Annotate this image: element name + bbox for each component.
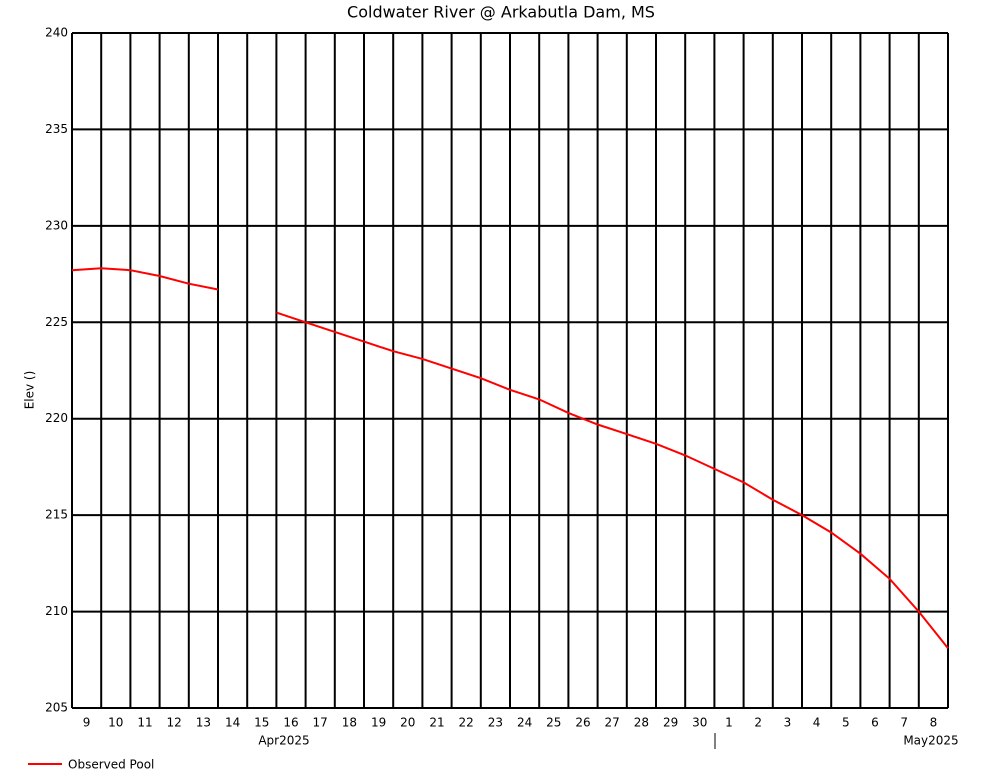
x-tick-label: 24 — [517, 716, 532, 730]
x-tick-label: 20 — [400, 716, 415, 730]
chart-title: Coldwater River @ Arkabutla Dam, MS — [347, 3, 655, 22]
x-tick-label: 19 — [371, 716, 386, 730]
month-label: Apr2025 — [258, 734, 309, 748]
y-tick-label: 230 — [45, 218, 68, 232]
x-tick-label: 6 — [871, 716, 879, 730]
x-tick-label: 15 — [254, 716, 269, 730]
x-tick-label: 3 — [784, 716, 792, 730]
y-axis-label: Elev () — [23, 371, 37, 410]
x-tick-label: 28 — [634, 716, 649, 730]
x-tick-label: 22 — [459, 716, 474, 730]
x-tick-label: 27 — [605, 716, 620, 730]
x-tick-label: 14 — [225, 716, 240, 730]
month-label: May2025 — [903, 734, 958, 748]
x-tick-label: 2 — [754, 716, 762, 730]
x-tick-label: 9 — [83, 716, 91, 730]
y-tick-label: 220 — [45, 411, 68, 425]
x-tick-label: 13 — [196, 716, 211, 730]
y-tick-label: 225 — [45, 315, 68, 329]
x-tick-label: 26 — [575, 716, 590, 730]
x-tick-label: 11 — [137, 716, 152, 730]
x-tick-label: 17 — [313, 716, 328, 730]
x-tick-label: 30 — [692, 716, 707, 730]
line-series — [71, 267, 949, 649]
x-tick-label: 25 — [546, 716, 561, 730]
y-tick-label: 210 — [45, 604, 68, 618]
x-tick-label: 4 — [813, 716, 821, 730]
y-tick-label: 205 — [45, 701, 68, 715]
x-tick-label: 23 — [488, 716, 503, 730]
x-tick-label: 10 — [108, 716, 123, 730]
x-tick-label: 1 — [725, 716, 733, 730]
x-tick-label: 18 — [342, 716, 357, 730]
x-tick-label: 5 — [842, 716, 850, 730]
y-tick-label: 215 — [45, 508, 68, 522]
y-tick-label: 235 — [45, 122, 68, 136]
x-tick-label: 29 — [663, 716, 678, 730]
x-tick-label: 8 — [930, 716, 938, 730]
x-tick-label: 21 — [429, 716, 444, 730]
x-tick-label: 7 — [900, 716, 908, 730]
legend-label: Observed Pool — [68, 758, 154, 772]
x-tick-label: 12 — [167, 716, 182, 730]
x-tick-label: 16 — [283, 716, 298, 730]
y-tick-label: 240 — [45, 26, 68, 40]
